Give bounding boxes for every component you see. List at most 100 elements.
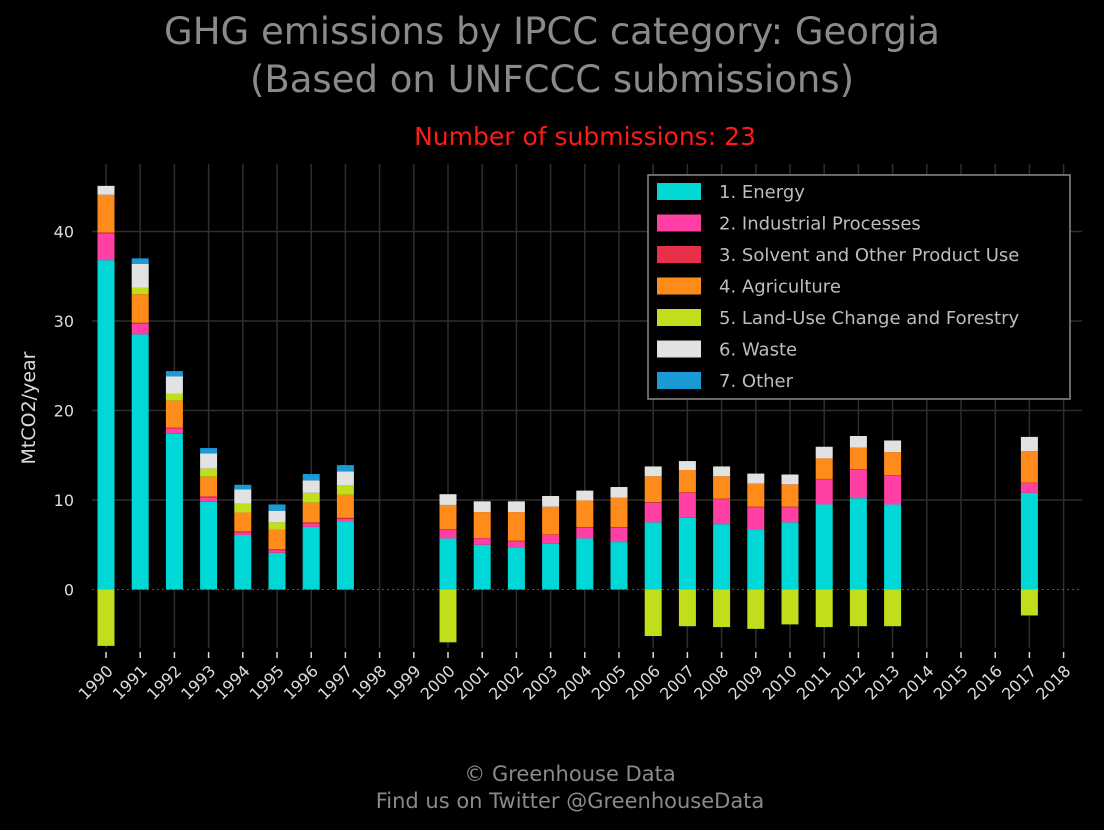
x-tick-label: 1990 <box>75 661 117 703</box>
bar-segment <box>97 589 115 646</box>
bar-segment <box>165 427 183 429</box>
bar-segment <box>268 552 286 590</box>
x-tick-label: 2004 <box>553 661 595 703</box>
x-tick-label: 1993 <box>177 661 219 703</box>
legend-box <box>647 174 1071 400</box>
bar-segment <box>884 589 902 627</box>
bar-segment <box>268 510 286 523</box>
bar-segment <box>747 507 765 530</box>
bar-segment <box>507 512 525 541</box>
x-tick-label: 2005 <box>588 661 630 703</box>
bar-segment <box>234 532 252 535</box>
bar-segment <box>815 504 833 590</box>
legend-label: 6. Waste <box>719 340 797 361</box>
bar-segment <box>747 473 765 484</box>
bar-segment <box>473 538 491 545</box>
bar-segment <box>131 258 149 264</box>
legend-label: 7. Other <box>719 371 794 392</box>
bar-segment <box>747 589 765 629</box>
x-tick-label: 2013 <box>861 661 903 703</box>
bar-segment <box>439 494 457 505</box>
x-tick-label: 1994 <box>211 661 253 703</box>
x-tick-label: 2011 <box>793 661 835 703</box>
bar-segment <box>747 483 765 507</box>
x-tick-label: 2000 <box>417 661 459 703</box>
bar-segment <box>849 498 867 590</box>
bar-segment <box>97 260 115 590</box>
bar-segment <box>268 529 286 550</box>
bar-segment <box>576 490 594 501</box>
y-tick-label: 40 <box>54 223 74 242</box>
bar-segment <box>507 541 525 548</box>
x-tick-label: 2008 <box>690 661 732 703</box>
bar-segment <box>576 527 594 539</box>
bar-segment <box>336 485 354 495</box>
bar-segment <box>1020 589 1038 616</box>
bar-segment <box>644 502 662 523</box>
bar-segment <box>302 492 320 503</box>
bar-segment <box>610 497 628 528</box>
bar-segment <box>302 474 320 481</box>
bar-segment <box>336 494 354 518</box>
bar-segment <box>336 517 354 519</box>
bar-segment <box>815 479 833 505</box>
bar-segment <box>747 529 765 590</box>
legend-swatch <box>657 277 701 295</box>
legend-swatch <box>657 246 701 263</box>
x-tick-label: 1995 <box>246 661 288 703</box>
bar-segment <box>1020 492 1038 590</box>
bar-segment <box>97 232 115 234</box>
bar-segment <box>439 529 457 539</box>
bar-segment <box>781 589 799 625</box>
x-tick-label: 2007 <box>656 661 698 703</box>
bar-segment <box>200 448 218 454</box>
bar-segment <box>644 476 662 503</box>
bar-segment <box>781 474 799 485</box>
legend-label: 5. Land-Use Change and Forestry <box>719 308 1019 329</box>
x-tick-label: 1992 <box>143 661 185 703</box>
legend-label: 2. Industrial Processes <box>719 214 921 235</box>
bar-segment <box>713 499 731 525</box>
chart-title: GHG emissions by IPCC category: Georgia <box>164 10 940 53</box>
bar-segment <box>97 233 115 261</box>
bar-segment <box>678 492 696 518</box>
bar-segment <box>644 522 662 590</box>
bar-segment <box>97 194 115 233</box>
bar-segment <box>781 507 799 523</box>
bar-segment <box>678 517 696 590</box>
bar-segment <box>1020 436 1038 452</box>
bar-segment <box>131 287 149 295</box>
bar-segment <box>268 522 286 530</box>
y-axis-label: MtCO2/year <box>18 351 40 464</box>
legend-label: 1. Energy <box>719 182 805 203</box>
bar-segment <box>131 334 149 590</box>
footer-copyright: © Greenhouse Data <box>464 762 676 786</box>
bar-segment <box>439 589 457 643</box>
bar-segment <box>610 542 628 590</box>
legend-swatch <box>657 372 701 389</box>
bar-segment <box>131 323 149 335</box>
bar-segment <box>644 589 662 637</box>
bar-segment <box>884 440 902 453</box>
bar-segment <box>713 589 731 628</box>
bar-segment <box>200 468 218 477</box>
bar-segment <box>200 476 218 497</box>
bar-segment <box>131 322 149 324</box>
y-tick-label: 0 <box>64 581 74 600</box>
legend-swatch <box>657 214 701 232</box>
bar-segment <box>713 476 731 499</box>
x-tick-label: 2001 <box>451 661 493 703</box>
bar-segment <box>234 503 252 513</box>
footer-twitter: Find us on Twitter @GreenhouseData <box>375 789 765 813</box>
bar-segment <box>542 543 560 590</box>
bar-segment <box>815 458 833 479</box>
bar-segment <box>678 470 696 493</box>
legend-swatch <box>657 183 701 200</box>
legend: 1. Energy 2. Industrial Processes 3. Solve… <box>647 174 1071 400</box>
bar-segment <box>302 526 320 590</box>
x-tick-label: 2015 <box>930 661 972 703</box>
bar-segment <box>610 487 628 498</box>
bar-segment <box>781 522 799 590</box>
x-tick-label: 2003 <box>519 661 561 703</box>
